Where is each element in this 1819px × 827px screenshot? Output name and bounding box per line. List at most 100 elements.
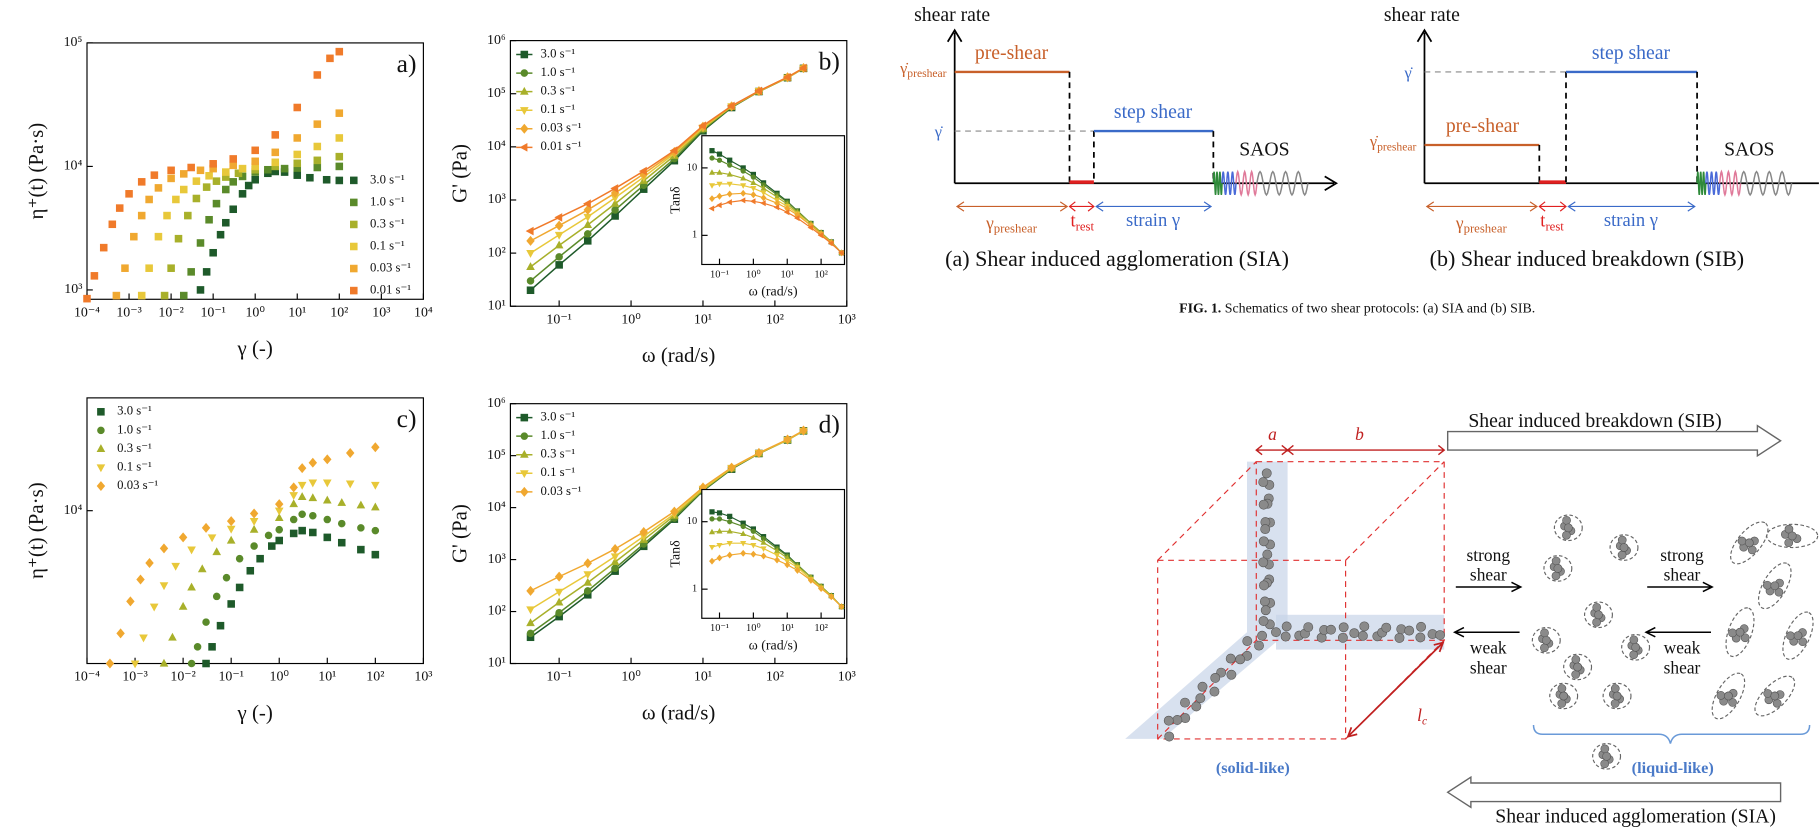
inset-chart: 10⁻¹ 10⁰ 10¹ 10² 1 10 ω (rad/s) Tanδ: [668, 135, 846, 300]
saos-wave: [1705, 171, 1721, 196]
particle: [1735, 627, 1745, 637]
marker: [112, 291, 121, 300]
transition-label: shear: [1664, 657, 1701, 677]
marker: [184, 211, 192, 220]
marker: [727, 513, 733, 519]
saos-wave: [1235, 169, 1258, 198]
marker: [264, 531, 273, 540]
marker: [187, 268, 195, 276]
marker: [179, 291, 188, 300]
panel-label: d): [819, 410, 840, 439]
particle: [1610, 699, 1620, 708]
particle: [1404, 625, 1415, 636]
rate-label: γ̇preshear: [899, 59, 947, 80]
marker: [716, 181, 723, 188]
legend-label: 0.3 s⁻¹: [117, 441, 152, 455]
marker: [726, 541, 733, 547]
legend-marker: [350, 220, 358, 229]
marker: [202, 183, 211, 191]
plot-frame: [701, 135, 846, 266]
cluster-boundary: [1609, 534, 1639, 561]
marker: [526, 606, 535, 615]
caption-label: FIG. 1.: [1179, 302, 1221, 317]
particle: [1562, 530, 1571, 540]
subscript: rest: [1076, 219, 1095, 233]
y-tick-label: 10²: [488, 245, 506, 260]
transition-label: weak: [1470, 638, 1507, 658]
process-arrow: [1446, 775, 1782, 809]
marker: [251, 175, 259, 184]
marker: [335, 47, 344, 56]
span-label: γpreshear: [1455, 213, 1508, 236]
marker: [130, 232, 138, 241]
marker: [371, 442, 380, 453]
legend-label: 3.0 s⁻¹: [541, 46, 576, 60]
particle: [1261, 468, 1272, 479]
saos-wave: [1212, 171, 1223, 195]
marker: [275, 525, 283, 534]
marker: [716, 516, 723, 522]
particle: [1235, 654, 1246, 665]
particle: [1258, 616, 1269, 626]
y-tick-label: 10⁵: [487, 448, 506, 463]
x-tick-label: 10⁻⁴: [74, 305, 100, 320]
dimension-arrows: [1255, 444, 1446, 456]
marker: [726, 181, 733, 188]
marker: [716, 542, 723, 549]
step-label: step shear: [1592, 42, 1671, 64]
marker: [293, 134, 302, 142]
marker: [799, 425, 808, 436]
legend-marker: [520, 413, 529, 422]
marker: [238, 164, 247, 173]
marker: [222, 218, 230, 227]
marker: [229, 155, 237, 163]
marker: [611, 564, 619, 573]
legend-marker: [520, 449, 529, 458]
marker: [784, 561, 791, 569]
marker: [798, 63, 807, 73]
marker: [760, 546, 767, 552]
dimension-label: lc: [1417, 705, 1428, 727]
marker: [212, 177, 221, 185]
particle: [1259, 596, 1270, 607]
saos-wave: [1718, 169, 1742, 198]
marker: [125, 190, 133, 198]
marker: [709, 148, 715, 154]
marker: [209, 160, 217, 168]
marker: [554, 231, 564, 240]
particle: [1600, 744, 1610, 754]
particle: [1563, 523, 1573, 533]
particle: [1629, 635, 1639, 645]
marker: [750, 542, 757, 549]
marker: [205, 172, 213, 180]
x-tick-label: 10¹: [694, 670, 712, 685]
marker: [309, 528, 317, 537]
dimension-arrow: [1346, 641, 1445, 738]
particle: [1540, 628, 1549, 638]
marker: [313, 163, 322, 172]
particle: [1557, 699, 1567, 708]
marker: [105, 658, 115, 669]
marker: [192, 177, 201, 185]
marker: [750, 174, 756, 180]
marker: [196, 239, 205, 247]
transition-label: strong: [1467, 545, 1511, 565]
caption-text: Schematics of two shear protocols: (a) S…: [1225, 302, 1536, 317]
legend-label: 0.03 s⁻¹: [541, 484, 582, 498]
particle: [1415, 632, 1426, 643]
saos-label: SAOS: [1724, 138, 1774, 160]
legend-label: 3.0 s⁻¹: [541, 410, 576, 424]
x-tick-label: 10³: [372, 305, 390, 320]
particle: [1281, 621, 1292, 632]
marker: [727, 162, 733, 168]
particle: [1210, 672, 1221, 683]
marker: [337, 538, 346, 547]
marker: [159, 658, 169, 667]
saos-wave: [1739, 170, 1793, 197]
span-arrow: [1567, 201, 1696, 212]
particle: [1226, 669, 1237, 680]
x-tick-label: 10⁻⁴: [74, 670, 100, 685]
marker: [238, 190, 247, 198]
marker: [202, 268, 211, 276]
marker: [554, 220, 564, 231]
